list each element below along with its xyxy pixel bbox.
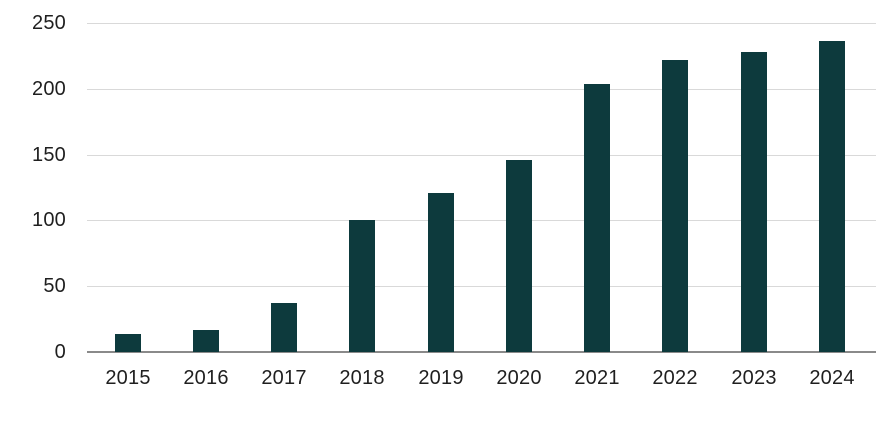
x-axis-label-2021: 2021 [574, 367, 620, 389]
x-axis-line [87, 351, 876, 353]
x-axis-label-2023: 2023 [731, 367, 777, 389]
x-axis-label-2017: 2017 [261, 367, 307, 389]
x-axis-label-2022: 2022 [652, 367, 698, 389]
y-axis-tick-label-150: 150 [32, 144, 66, 166]
x-axis-label-2020: 2020 [496, 367, 542, 389]
gridline-100 [87, 220, 876, 221]
y-axis-tick-label-0: 0 [54, 341, 66, 363]
bar-2021 [584, 84, 610, 352]
bar-2023 [741, 52, 767, 352]
bar-2019 [428, 193, 454, 352]
x-axis-label-2018: 2018 [339, 367, 385, 389]
bar-2016 [193, 330, 219, 352]
bar-2024 [819, 41, 845, 352]
x-axis-label-2015: 2015 [105, 367, 151, 389]
y-axis-tick-label-200: 200 [32, 78, 66, 100]
y-axis-tick-label-250: 250 [32, 12, 66, 34]
x-axis-label-2016: 2016 [183, 367, 229, 389]
x-axis-label-2019: 2019 [418, 367, 464, 389]
gridline-50 [87, 286, 876, 287]
y-axis-tick-label-50: 50 [43, 275, 66, 297]
gridline-200 [87, 89, 876, 90]
bar-2020 [506, 160, 532, 352]
bar-2017 [271, 303, 297, 352]
bar-2015 [115, 334, 141, 352]
bar-2022 [662, 60, 688, 352]
y-axis-tick-label-100: 100 [32, 209, 66, 231]
gridline-250 [87, 23, 876, 24]
gridline-150 [87, 155, 876, 156]
x-axis-label-2024: 2024 [809, 367, 855, 389]
bar-2018 [349, 220, 375, 352]
